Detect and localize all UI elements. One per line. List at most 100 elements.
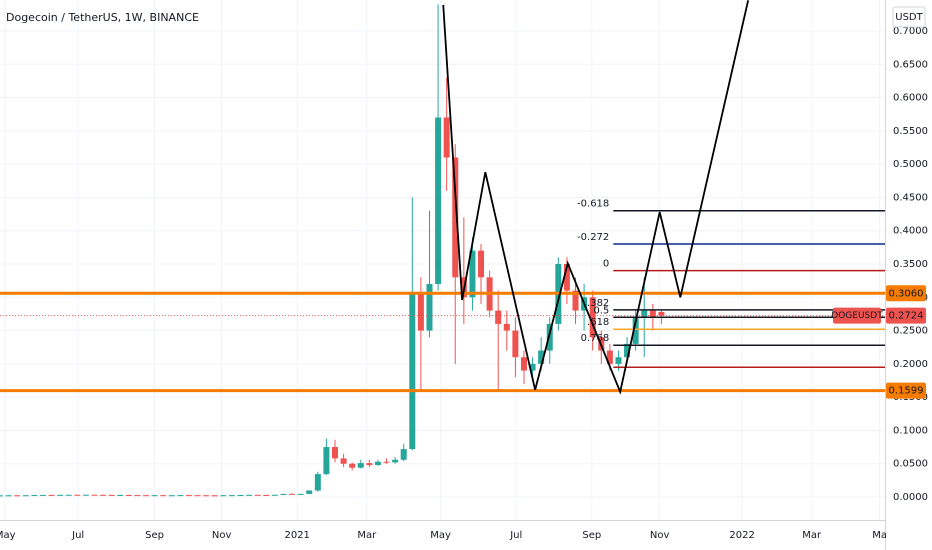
candle-body (443, 117, 450, 158)
candle-body (658, 311, 665, 316)
candle-body (246, 494, 253, 496)
candle-body (520, 357, 527, 371)
candle-body (271, 494, 278, 496)
symbol-box (833, 307, 881, 324)
y-tick-label: 0.2500 (893, 326, 928, 337)
candle-body (100, 494, 107, 496)
candle-body (632, 317, 639, 344)
last-price-label: 0.2724 (889, 311, 924, 322)
candle-body (134, 495, 141, 497)
x-tick-label: Ma (872, 530, 887, 541)
axes: 0.00000.05000.10000.15000.20000.25000.30… (0, 26, 928, 541)
candle-body (503, 323, 510, 331)
candle-body (314, 474, 321, 491)
candle-body (400, 449, 407, 460)
y-tick-label: 0.0000 (893, 492, 928, 503)
candle-body (0, 495, 3, 497)
candle-body (263, 494, 270, 496)
candle-body (194, 495, 201, 497)
candle-body (57, 494, 64, 496)
y-tick-label: 0.7000 (893, 26, 928, 37)
candle-body (74, 494, 81, 496)
fib-label: 0.768 (581, 333, 610, 344)
candle-body (538, 350, 545, 364)
y-tick-label: 0.3500 (893, 259, 928, 270)
candle-body (374, 461, 381, 466)
unit-box[interactable] (892, 6, 926, 28)
candle-body (641, 310, 648, 318)
level-price-box (886, 285, 926, 302)
x-tick-label: Nov (650, 530, 670, 541)
fib-label: -0.272 (577, 232, 609, 243)
y-tick-label: 0.6000 (893, 93, 928, 104)
candle-body (366, 463, 373, 466)
fib-label: 0.5 (593, 305, 609, 316)
x-tick-label: Jul (509, 530, 522, 541)
x-tick-label: Mar (357, 530, 377, 541)
candle-body (495, 310, 502, 324)
candle-body (452, 157, 459, 278)
candle-body (289, 493, 296, 495)
candle-body (108, 494, 115, 496)
candle-body (237, 495, 244, 497)
candle-body (469, 250, 476, 298)
candle-body (615, 357, 622, 364)
candle-body (297, 493, 304, 495)
x-tick-label: Mar (802, 530, 822, 541)
candle-body (409, 293, 416, 450)
fib-label: .382 (587, 298, 609, 309)
candle-body (65, 494, 72, 496)
candle-body (331, 447, 338, 459)
y-tick-label: 0.2000 (893, 359, 928, 370)
fib-label: .618 (587, 317, 609, 328)
candle-body (160, 495, 167, 497)
candle-body (323, 447, 330, 475)
candle-body (22, 495, 29, 497)
candle-body (220, 495, 227, 497)
level-price-label: 0.3060 (889, 288, 924, 299)
candle-body (280, 494, 287, 496)
last-price-box (886, 307, 926, 324)
fib-label: 0 (603, 259, 609, 270)
candle-body (125, 494, 132, 496)
y-tick-label: 0.1000 (893, 425, 928, 436)
y-tick-label: 0.5000 (893, 159, 928, 170)
zigzag-line (442, 0, 750, 395)
candle-body (649, 310, 656, 318)
x-tick-label: Sep (145, 530, 164, 541)
candle-body (383, 461, 390, 463)
x-tick-label: 2022 (729, 530, 754, 541)
x-tick-label: Nov (212, 530, 232, 541)
candle-body (426, 283, 433, 331)
y-tick-label: 0.4500 (893, 192, 928, 203)
candle-body (228, 495, 235, 497)
candle-body (435, 117, 442, 284)
candle-body (357, 463, 364, 468)
candle-body (563, 263, 570, 291)
candle-body (203, 495, 210, 497)
x-tick-label: May (430, 530, 451, 541)
candle-body (392, 459, 399, 463)
candle-body (211, 495, 218, 497)
x-tick-label: 2021 (284, 530, 309, 541)
candle-body (340, 458, 347, 464)
candle-body (529, 363, 536, 371)
x-tick-label: Jul (71, 530, 84, 541)
candle-body (546, 323, 553, 351)
candle-body (512, 330, 519, 358)
candle-body (417, 293, 424, 331)
candle-body (91, 494, 98, 496)
y-tick-label: 0.4000 (893, 226, 928, 237)
candle-body (39, 494, 46, 496)
candle-body (5, 495, 12, 497)
candle-body (177, 495, 184, 497)
candle-body (306, 490, 313, 494)
symbol-label: DOGEUSDT (831, 311, 883, 321)
y-tick-label: 0.6500 (893, 59, 928, 70)
candle-body (31, 495, 38, 497)
chart-title: Dogecoin / TetherUS, 1W, BINANCE (6, 11, 199, 24)
candle-body (48, 494, 55, 496)
candle-body (589, 297, 596, 338)
